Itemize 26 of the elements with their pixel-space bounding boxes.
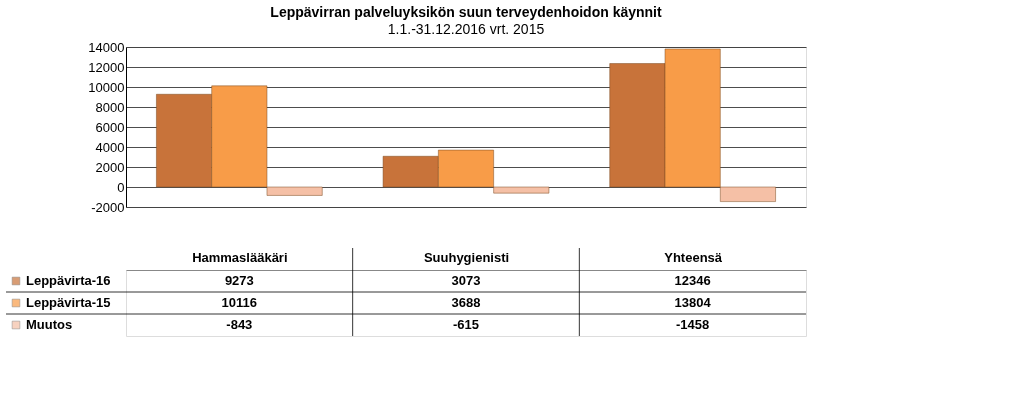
chart-subtitle: 1.1.-31.12.2016 vrt. 2015 xyxy=(387,21,545,37)
data-label: 10116 xyxy=(221,295,258,310)
legend-label: Leppävirta-16 xyxy=(26,273,111,288)
x-tick-label: Hammaslääkäri xyxy=(192,249,288,265)
y-tick-label: 6000 xyxy=(95,119,125,135)
y-tick-label: 2000 xyxy=(95,159,125,175)
y-tick-label: 4000 xyxy=(95,139,125,155)
y-tick-label: -2000 xyxy=(91,199,125,215)
data-label: -615 xyxy=(452,317,480,332)
legend-label: Leppävirta-15 xyxy=(26,295,111,310)
data-label: 3688 xyxy=(451,295,481,310)
y-tick-label: 0 xyxy=(117,179,125,195)
data-label: -843 xyxy=(226,317,253,332)
data-label: -1458 xyxy=(676,317,710,332)
legend-label: Muutos xyxy=(26,317,73,332)
data-label: 3073 xyxy=(451,273,481,288)
data-label: 13804 xyxy=(674,295,712,310)
y-tick-label: 12000 xyxy=(88,59,125,75)
x-tick-label: Suuhygienisti xyxy=(423,249,510,265)
y-tick-label: 8000 xyxy=(95,99,125,115)
data-label: 12346 xyxy=(674,273,711,288)
x-tick-label: Yhteensä xyxy=(664,249,723,265)
data-label: 9273 xyxy=(224,273,254,288)
y-tick-label: 14000 xyxy=(88,39,125,55)
y-tick-label: 10000 xyxy=(88,79,125,95)
chart-title: Leppävirran palveluyksikön suun terveydenhoidon käynnit xyxy=(270,4,662,20)
